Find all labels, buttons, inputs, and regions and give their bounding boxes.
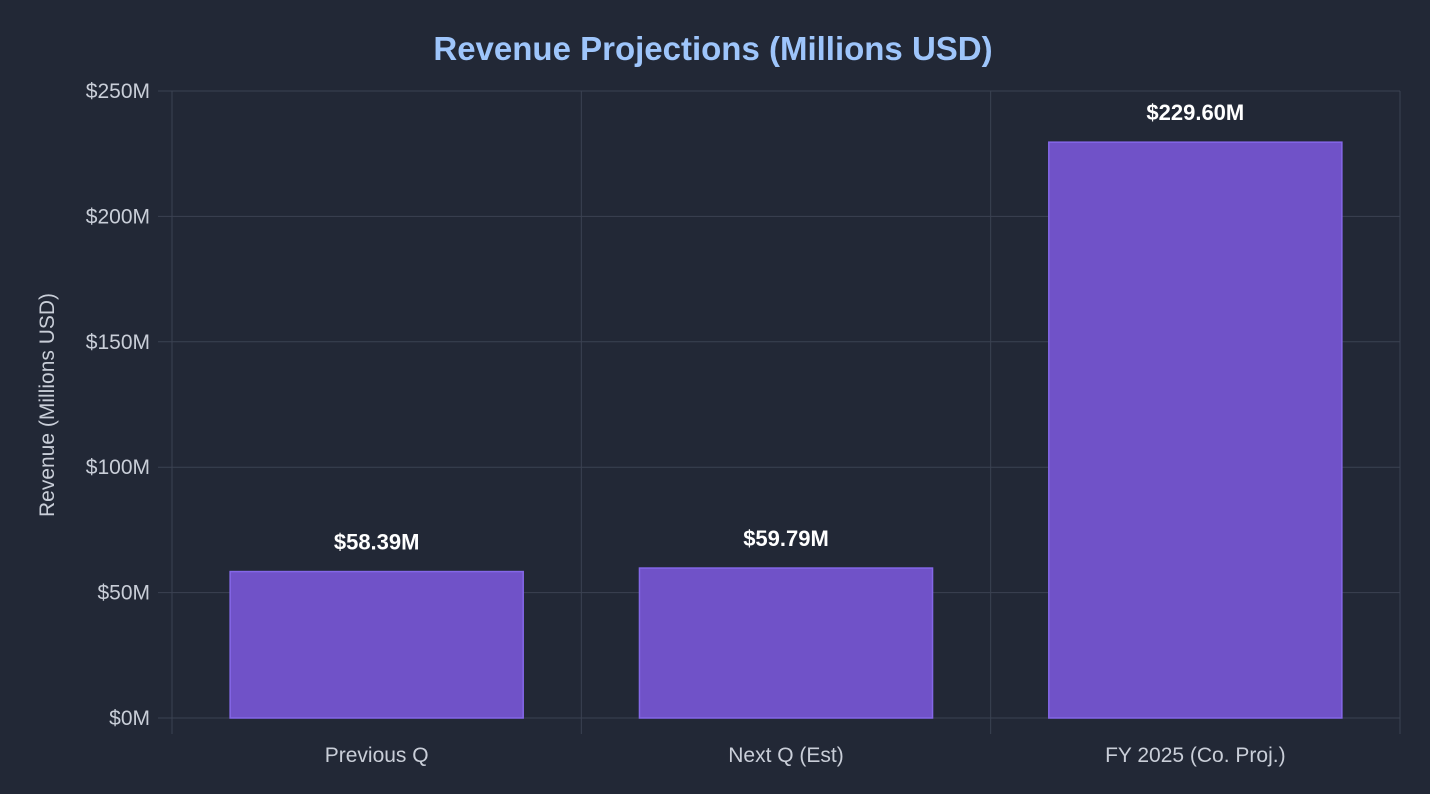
x-axis-ticks: Previous Q Next Q (Est) FY 2025 (Co. Proj.… xyxy=(325,744,1286,767)
data-label: $229.60M xyxy=(1146,100,1244,125)
bar-1[interactable] xyxy=(229,570,524,719)
y-tick-label: $150M xyxy=(86,331,150,354)
y-tick-label: $0M xyxy=(109,707,150,730)
y-axis-ticks: $0M $50M $100M $150M $200M $250M xyxy=(86,80,150,730)
y-axis-label: Revenue (Millions USD) xyxy=(36,293,59,517)
data-labels: $58.39M $59.79M $229.60M xyxy=(334,100,1244,554)
x-tick-label: FY 2025 (Co. Proj.) xyxy=(1105,744,1286,767)
x-tick-label: Next Q (Est) xyxy=(728,744,844,767)
y-tick-label: $100M xyxy=(86,456,150,479)
data-label: $58.39M xyxy=(334,530,420,555)
bar-3[interactable] xyxy=(1048,141,1343,719)
y-tick-label: $50M xyxy=(97,582,150,605)
x-tick-label: Previous Q xyxy=(325,744,429,767)
y-tick-label: $250M xyxy=(86,80,150,103)
bars xyxy=(229,141,1343,719)
y-tick-label: $200M xyxy=(86,205,150,228)
bar-2[interactable] xyxy=(638,567,934,719)
data-label: $59.79M xyxy=(743,526,829,551)
chart-title: Revenue Projections (Millions USD) xyxy=(433,30,992,67)
